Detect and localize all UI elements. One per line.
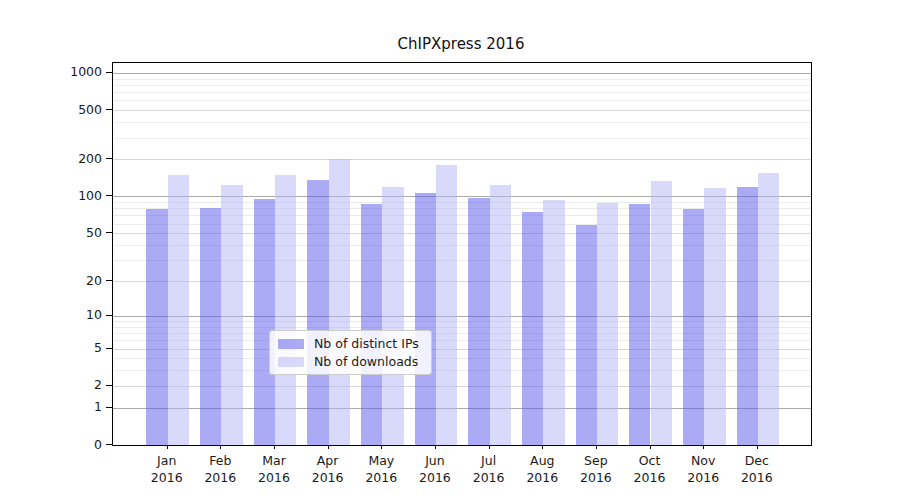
gridline (113, 159, 811, 160)
y-tick-mark (106, 348, 112, 349)
bar-distinct-ips (683, 209, 704, 445)
y-tick-label: 5 (38, 340, 102, 355)
bar-downloads (221, 185, 242, 445)
gridline (113, 122, 811, 123)
y-tick-label: 200 (38, 151, 102, 166)
chart-title: ChIPXpress 2016 (112, 35, 810, 53)
bar-distinct-ips (576, 225, 597, 445)
bar-distinct-ips (307, 180, 328, 445)
x-tick-mark (167, 445, 168, 449)
y-tick-mark (106, 385, 112, 386)
bar-downloads (275, 175, 296, 445)
chart-figure: ChIPXpress 2016 01251020501002005001000J… (0, 0, 900, 500)
y-tick-mark (106, 407, 112, 408)
x-tick-mark (381, 445, 382, 449)
x-tick-mark (596, 445, 597, 449)
y-tick-mark (106, 72, 112, 73)
bar-downloads (490, 185, 511, 445)
y-tick-mark (106, 158, 112, 159)
bar-downloads (597, 203, 618, 445)
y-tick-label: 2 (38, 377, 102, 392)
bar-distinct-ips (468, 198, 489, 445)
x-tick-mark (542, 445, 543, 449)
plot-area (112, 62, 812, 446)
x-tick-year: 2016 (725, 469, 789, 486)
bar-downloads (329, 159, 350, 445)
x-tick-mark (489, 445, 490, 449)
x-tick-label: Dec2016 (725, 452, 789, 486)
bar-downloads (382, 187, 403, 445)
x-tick-mark (435, 445, 436, 449)
legend-label: Nb of downloads (314, 354, 418, 369)
y-tick-mark (106, 232, 112, 233)
bar-distinct-ips (200, 208, 221, 445)
y-tick-label: 100 (38, 188, 102, 203)
legend-label: Nb of distinct IPs (314, 336, 419, 351)
y-tick-label: 1 (38, 399, 102, 414)
y-tick-label: 50 (38, 225, 102, 240)
y-tick-mark (106, 280, 112, 281)
y-tick-label: 20 (38, 273, 102, 288)
y-tick-mark (106, 444, 112, 445)
bar-distinct-ips (146, 209, 167, 445)
bar-distinct-ips (737, 187, 758, 445)
bar-distinct-ips (361, 204, 382, 445)
x-tick-mark (703, 445, 704, 449)
legend-row: Nb of downloads (278, 354, 419, 369)
y-tick-mark (106, 195, 112, 196)
gridline (113, 79, 811, 80)
legend: Nb of distinct IPs Nb of downloads (269, 330, 432, 375)
legend-swatch-distinct-ips (278, 339, 304, 349)
x-tick-mark (220, 445, 221, 449)
y-tick-label: 500 (38, 102, 102, 117)
bar-downloads (651, 181, 672, 445)
bar-distinct-ips (522, 212, 543, 445)
gridline (113, 138, 811, 139)
x-tick-mark (328, 445, 329, 449)
x-tick-mark (274, 445, 275, 449)
bar-downloads (543, 200, 564, 445)
bar-downloads (168, 175, 189, 445)
y-tick-mark (106, 109, 112, 110)
bar-downloads (758, 173, 779, 445)
gridline (113, 73, 811, 74)
gridline (113, 85, 811, 86)
y-tick-label: 10 (38, 307, 102, 322)
y-tick-label: 0 (38, 437, 102, 452)
bar-distinct-ips (629, 204, 650, 445)
bar-distinct-ips (254, 199, 275, 445)
bar-distinct-ips (415, 193, 436, 445)
gridline (113, 92, 811, 93)
gridline (113, 110, 811, 111)
x-tick-mark (650, 445, 651, 449)
bar-downloads (704, 188, 725, 446)
legend-swatch-downloads (278, 357, 304, 367)
legend-row: Nb of distinct IPs (278, 336, 419, 351)
x-tick-mark (757, 445, 758, 449)
gridline (113, 100, 811, 101)
bar-downloads (436, 165, 457, 445)
y-tick-mark (106, 315, 112, 316)
x-tick-month: Dec (725, 452, 789, 469)
y-tick-label: 1000 (38, 64, 102, 79)
